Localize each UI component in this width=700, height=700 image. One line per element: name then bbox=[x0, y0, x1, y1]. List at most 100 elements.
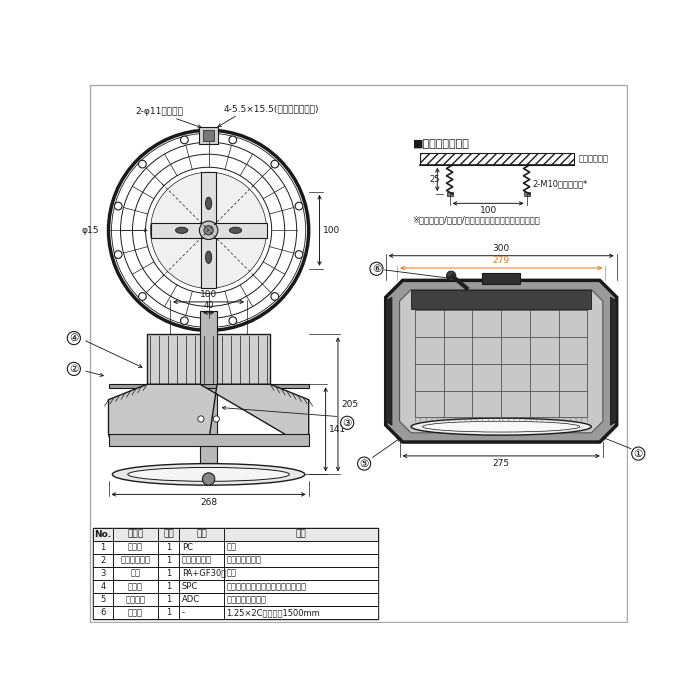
Text: カバー: カバー bbox=[128, 542, 143, 552]
Text: 25: 25 bbox=[430, 175, 440, 184]
Text: 本体: 本体 bbox=[130, 569, 141, 577]
Circle shape bbox=[114, 202, 122, 210]
Text: 100: 100 bbox=[200, 290, 217, 299]
Bar bbox=[93, 528, 378, 540]
Ellipse shape bbox=[206, 251, 211, 263]
Text: 部品名: 部品名 bbox=[127, 530, 144, 538]
Circle shape bbox=[214, 416, 219, 422]
Bar bbox=[93, 528, 378, 620]
Bar bbox=[447, 192, 453, 197]
Circle shape bbox=[114, 251, 122, 258]
Bar bbox=[108, 434, 309, 446]
Circle shape bbox=[295, 202, 303, 210]
Ellipse shape bbox=[113, 463, 305, 485]
Ellipse shape bbox=[423, 421, 580, 432]
Bar bbox=[93, 593, 378, 606]
Text: SPC: SPC bbox=[182, 582, 198, 591]
Text: 1: 1 bbox=[166, 569, 172, 577]
Ellipse shape bbox=[230, 228, 242, 233]
Text: 透明: 透明 bbox=[226, 542, 237, 552]
Text: 2-φ11取付用穴: 2-φ11取付用穴 bbox=[135, 107, 183, 116]
Text: No.: No. bbox=[94, 530, 112, 538]
Text: ①: ① bbox=[634, 449, 643, 458]
Bar bbox=[200, 311, 217, 480]
Polygon shape bbox=[386, 298, 392, 425]
Text: PA+GF30％: PA+GF30％ bbox=[182, 569, 226, 577]
Text: 268: 268 bbox=[200, 498, 217, 508]
Polygon shape bbox=[108, 384, 309, 446]
Text: 備考: 備考 bbox=[295, 530, 307, 538]
Circle shape bbox=[181, 317, 188, 325]
Text: ADC: ADC bbox=[182, 595, 199, 604]
Bar bbox=[482, 272, 521, 284]
Circle shape bbox=[181, 136, 188, 144]
Text: 1: 1 bbox=[166, 595, 172, 604]
Circle shape bbox=[229, 317, 237, 325]
Text: 40: 40 bbox=[204, 302, 214, 310]
Text: ※取付ボルト/ナット/座金類は別途準備してください。: ※取付ボルト/ナット/座金類は別途準備してください。 bbox=[413, 215, 540, 224]
Text: 1: 1 bbox=[166, 542, 172, 552]
Text: アーム: アーム bbox=[128, 582, 143, 591]
Text: ⑥: ⑥ bbox=[372, 264, 381, 274]
Text: 1: 1 bbox=[166, 556, 172, 565]
Text: 205: 205 bbox=[341, 400, 358, 409]
Text: 構造物取付面: 構造物取付面 bbox=[578, 155, 608, 164]
Bar bbox=[93, 554, 378, 567]
Text: 1: 1 bbox=[166, 608, 172, 617]
Text: 溶融亜邉メッキ後アクリル焼付塗装: 溶融亜邉メッキ後アクリル焼付塗装 bbox=[226, 582, 307, 591]
Text: 100: 100 bbox=[480, 206, 497, 216]
Circle shape bbox=[199, 221, 218, 239]
Bar bbox=[203, 130, 214, 141]
Bar bbox=[201, 172, 216, 288]
Bar bbox=[524, 192, 530, 197]
Text: 279: 279 bbox=[493, 256, 510, 265]
Polygon shape bbox=[610, 298, 617, 425]
Text: PC: PC bbox=[182, 542, 192, 552]
Text: ⑤: ⑤ bbox=[360, 458, 369, 468]
Ellipse shape bbox=[411, 418, 592, 435]
Text: 2-M10吹りボルト*: 2-M10吹りボルト* bbox=[532, 180, 587, 188]
Bar bbox=[411, 290, 592, 309]
Text: 275: 275 bbox=[493, 459, 510, 468]
Text: ②: ② bbox=[69, 364, 78, 374]
Text: 300: 300 bbox=[493, 244, 510, 253]
Text: 5: 5 bbox=[101, 595, 106, 604]
Text: 2: 2 bbox=[101, 556, 106, 565]
Circle shape bbox=[295, 251, 303, 258]
Ellipse shape bbox=[176, 228, 188, 233]
Bar bbox=[199, 127, 218, 144]
Text: 3: 3 bbox=[100, 569, 106, 577]
Text: 材質: 材質 bbox=[196, 530, 207, 538]
Bar bbox=[93, 606, 378, 620]
Ellipse shape bbox=[127, 468, 290, 482]
Circle shape bbox=[198, 416, 204, 422]
Text: 4: 4 bbox=[101, 582, 106, 591]
Text: 6: 6 bbox=[100, 608, 106, 617]
Text: 100: 100 bbox=[323, 226, 339, 234]
Bar bbox=[150, 223, 267, 238]
Text: ④: ④ bbox=[69, 333, 78, 343]
Text: ヒートシンク: ヒートシンク bbox=[120, 556, 150, 565]
Circle shape bbox=[229, 136, 237, 144]
Bar bbox=[93, 567, 378, 580]
Bar bbox=[108, 384, 309, 388]
Text: 4-5.5×15.5(露出ボックス用): 4-5.5×15.5(露出ボックス用) bbox=[224, 104, 319, 113]
Text: ■器具の取り付け: ■器具の取り付け bbox=[413, 139, 470, 150]
Circle shape bbox=[204, 225, 214, 235]
Text: フレーム: フレーム bbox=[125, 595, 146, 604]
Circle shape bbox=[150, 172, 267, 288]
Text: 1: 1 bbox=[101, 542, 106, 552]
Text: 1.25×2C、器具外1500mm: 1.25×2C、器具外1500mm bbox=[226, 608, 320, 617]
Circle shape bbox=[271, 293, 279, 300]
Text: アルマイト処理: アルマイト処理 bbox=[226, 556, 261, 565]
Text: 数量: 数量 bbox=[163, 530, 174, 538]
Text: アルミニウム: アルミニウム bbox=[182, 556, 211, 565]
Text: アクリル焼付塗装: アクリル焼付塗装 bbox=[226, 595, 266, 604]
Text: 141: 141 bbox=[329, 425, 346, 434]
Bar bbox=[93, 580, 378, 593]
Circle shape bbox=[139, 160, 146, 168]
Text: 口出線: 口出線 bbox=[128, 608, 143, 617]
Text: ③: ③ bbox=[342, 418, 352, 428]
Bar bbox=[420, 153, 574, 165]
Circle shape bbox=[271, 160, 279, 168]
